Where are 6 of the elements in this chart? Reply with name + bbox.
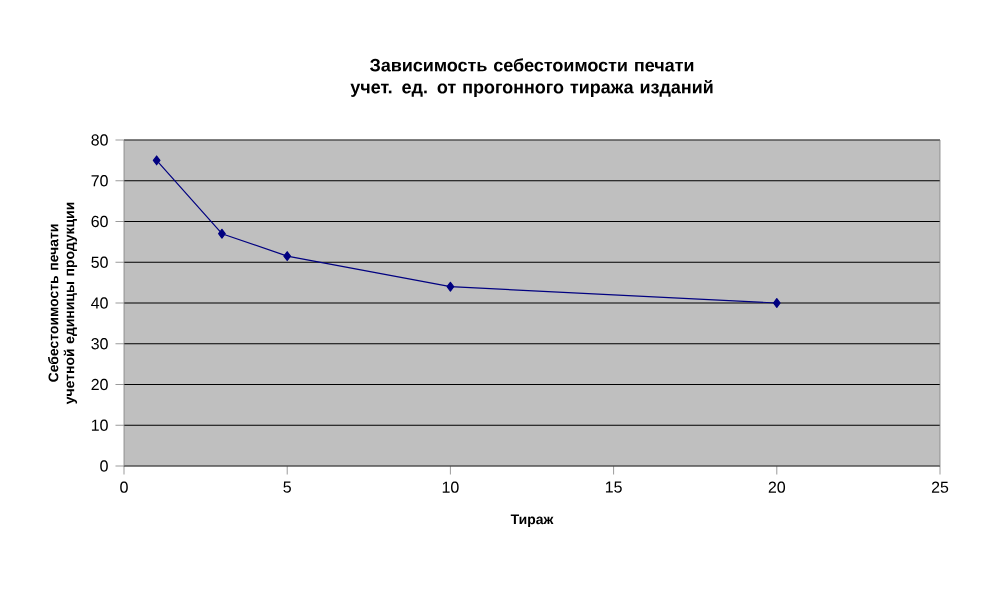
point	[446, 281, 455, 292]
point	[772, 298, 781, 308]
point	[152, 155, 161, 166]
point	[283, 251, 292, 262]
chart-title: Зависимость себестоимости печати учет. ед. от прогонного тиража изданий	[350, 58, 713, 97]
point	[218, 228, 226, 239]
